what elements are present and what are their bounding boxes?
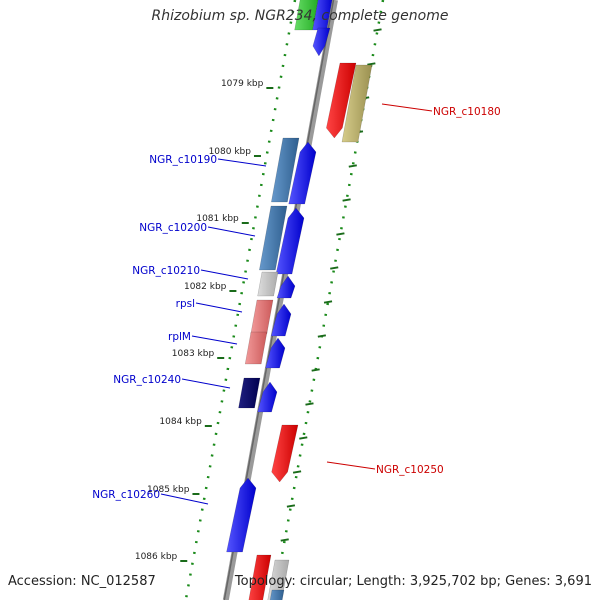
outer-ring-tick — [342, 198, 351, 202]
gene-label-leader — [195, 302, 243, 313]
gene-label[interactable]: NGR_c10200 — [139, 222, 207, 234]
gene-label-leader — [191, 335, 238, 345]
gene-label[interactable]: rplM — [168, 331, 191, 343]
gene-label-leader — [160, 493, 209, 505]
outer-ring-tick — [367, 62, 376, 66]
outer-ring-tick — [336, 232, 345, 236]
kbp-tick-label: 1086 kbp — [135, 552, 178, 562]
gene-rpsl — [250, 299, 274, 335]
outer-ring-tick — [323, 300, 333, 304]
gene-label-leader — [181, 378, 231, 389]
gene-block — [248, 554, 272, 600]
kbp-tick-label: 1085 kbp — [147, 485, 190, 495]
gene-rpsl-b — [270, 303, 292, 337]
gene-NGR_c10190-b — [288, 141, 317, 205]
gene-rplM — [244, 331, 268, 365]
gene-block — [312, 27, 331, 57]
gene-label[interactable]: NGR_c10180 — [433, 106, 501, 118]
gene-block — [269, 589, 285, 600]
gene-NGR_c10250 — [271, 424, 299, 483]
gene-NGR_c10200 — [259, 205, 288, 271]
gene-label[interactable]: NGR_c10260 — [92, 489, 160, 501]
topology-text: Topology: circular; Length: 3,925,702 bp… — [234, 574, 592, 589]
outer-ring-tick — [373, 28, 382, 32]
accession-text: Accession: NC_012587 — [8, 574, 156, 589]
gene-label-leader — [200, 269, 249, 280]
kbp-tick-label: 1081 kbp — [196, 214, 239, 224]
gene-rplM-b — [265, 337, 286, 369]
outer-ring-tick — [286, 504, 296, 508]
outer-ring-tick — [299, 436, 308, 440]
outer-ring-tick — [317, 334, 327, 338]
kbp-tick-label: 1080 kbp — [209, 147, 252, 157]
outer-ring-tick — [292, 470, 302, 474]
outer-ring-tick — [311, 368, 320, 372]
outer-ring-tick — [348, 164, 357, 168]
gene-NGR_c10180-partner — [341, 64, 373, 143]
outer-ring-tick — [305, 402, 314, 406]
gene-label[interactable]: NGR_c10250 — [376, 464, 444, 476]
outer-ring-tick — [330, 266, 339, 270]
gene-label-leader — [217, 158, 267, 167]
kbp-tick-label: 1082 kbp — [184, 282, 227, 292]
gene-label-leader — [207, 226, 256, 237]
gene-label[interactable]: NGR_c10190 — [149, 154, 217, 166]
gene-NGR_c10210 — [257, 271, 279, 297]
gene-NGR_c10240 — [238, 377, 261, 409]
outer-ring-tick — [280, 538, 289, 542]
gene-label[interactable]: NGR_c10240 — [113, 374, 181, 386]
gene-NGR_c10180 — [326, 62, 357, 139]
gene-NGR_c10200-b — [275, 207, 305, 275]
gene-label[interactable]: NGR_c10210 — [132, 265, 200, 277]
gene-NGR_c10240-b — [257, 381, 278, 413]
gene-NGR_c10190 — [271, 137, 300, 203]
gene-label[interactable]: rpsl — [176, 298, 195, 310]
kbp-tick-label: 1083 kbp — [172, 349, 215, 359]
gene-label-leader — [326, 461, 376, 470]
kbp-tick-label: 1079 kbp — [221, 79, 264, 89]
gene-NGR_c10210-b — [276, 275, 296, 299]
genome-title: Rhizobium sp. NGR234, complete genome — [151, 8, 449, 24]
gene-label-leader — [381, 103, 433, 112]
kbp-tick-label: 1084 kbp — [159, 417, 202, 427]
gene-NGR_c10260 — [226, 477, 257, 553]
